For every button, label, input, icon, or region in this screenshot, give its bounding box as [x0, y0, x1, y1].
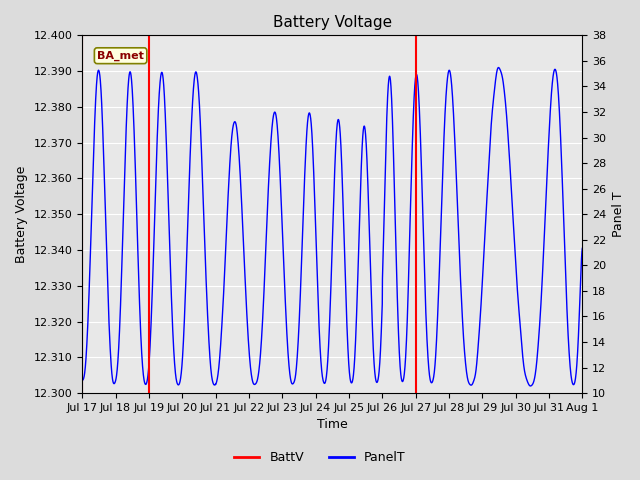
Y-axis label: Panel T: Panel T — [612, 192, 625, 237]
Legend: BattV, PanelT: BattV, PanelT — [229, 446, 411, 469]
X-axis label: Time: Time — [317, 419, 348, 432]
Text: BA_met: BA_met — [97, 50, 144, 61]
Title: Battery Voltage: Battery Voltage — [273, 15, 392, 30]
Y-axis label: Battery Voltage: Battery Voltage — [15, 166, 28, 263]
